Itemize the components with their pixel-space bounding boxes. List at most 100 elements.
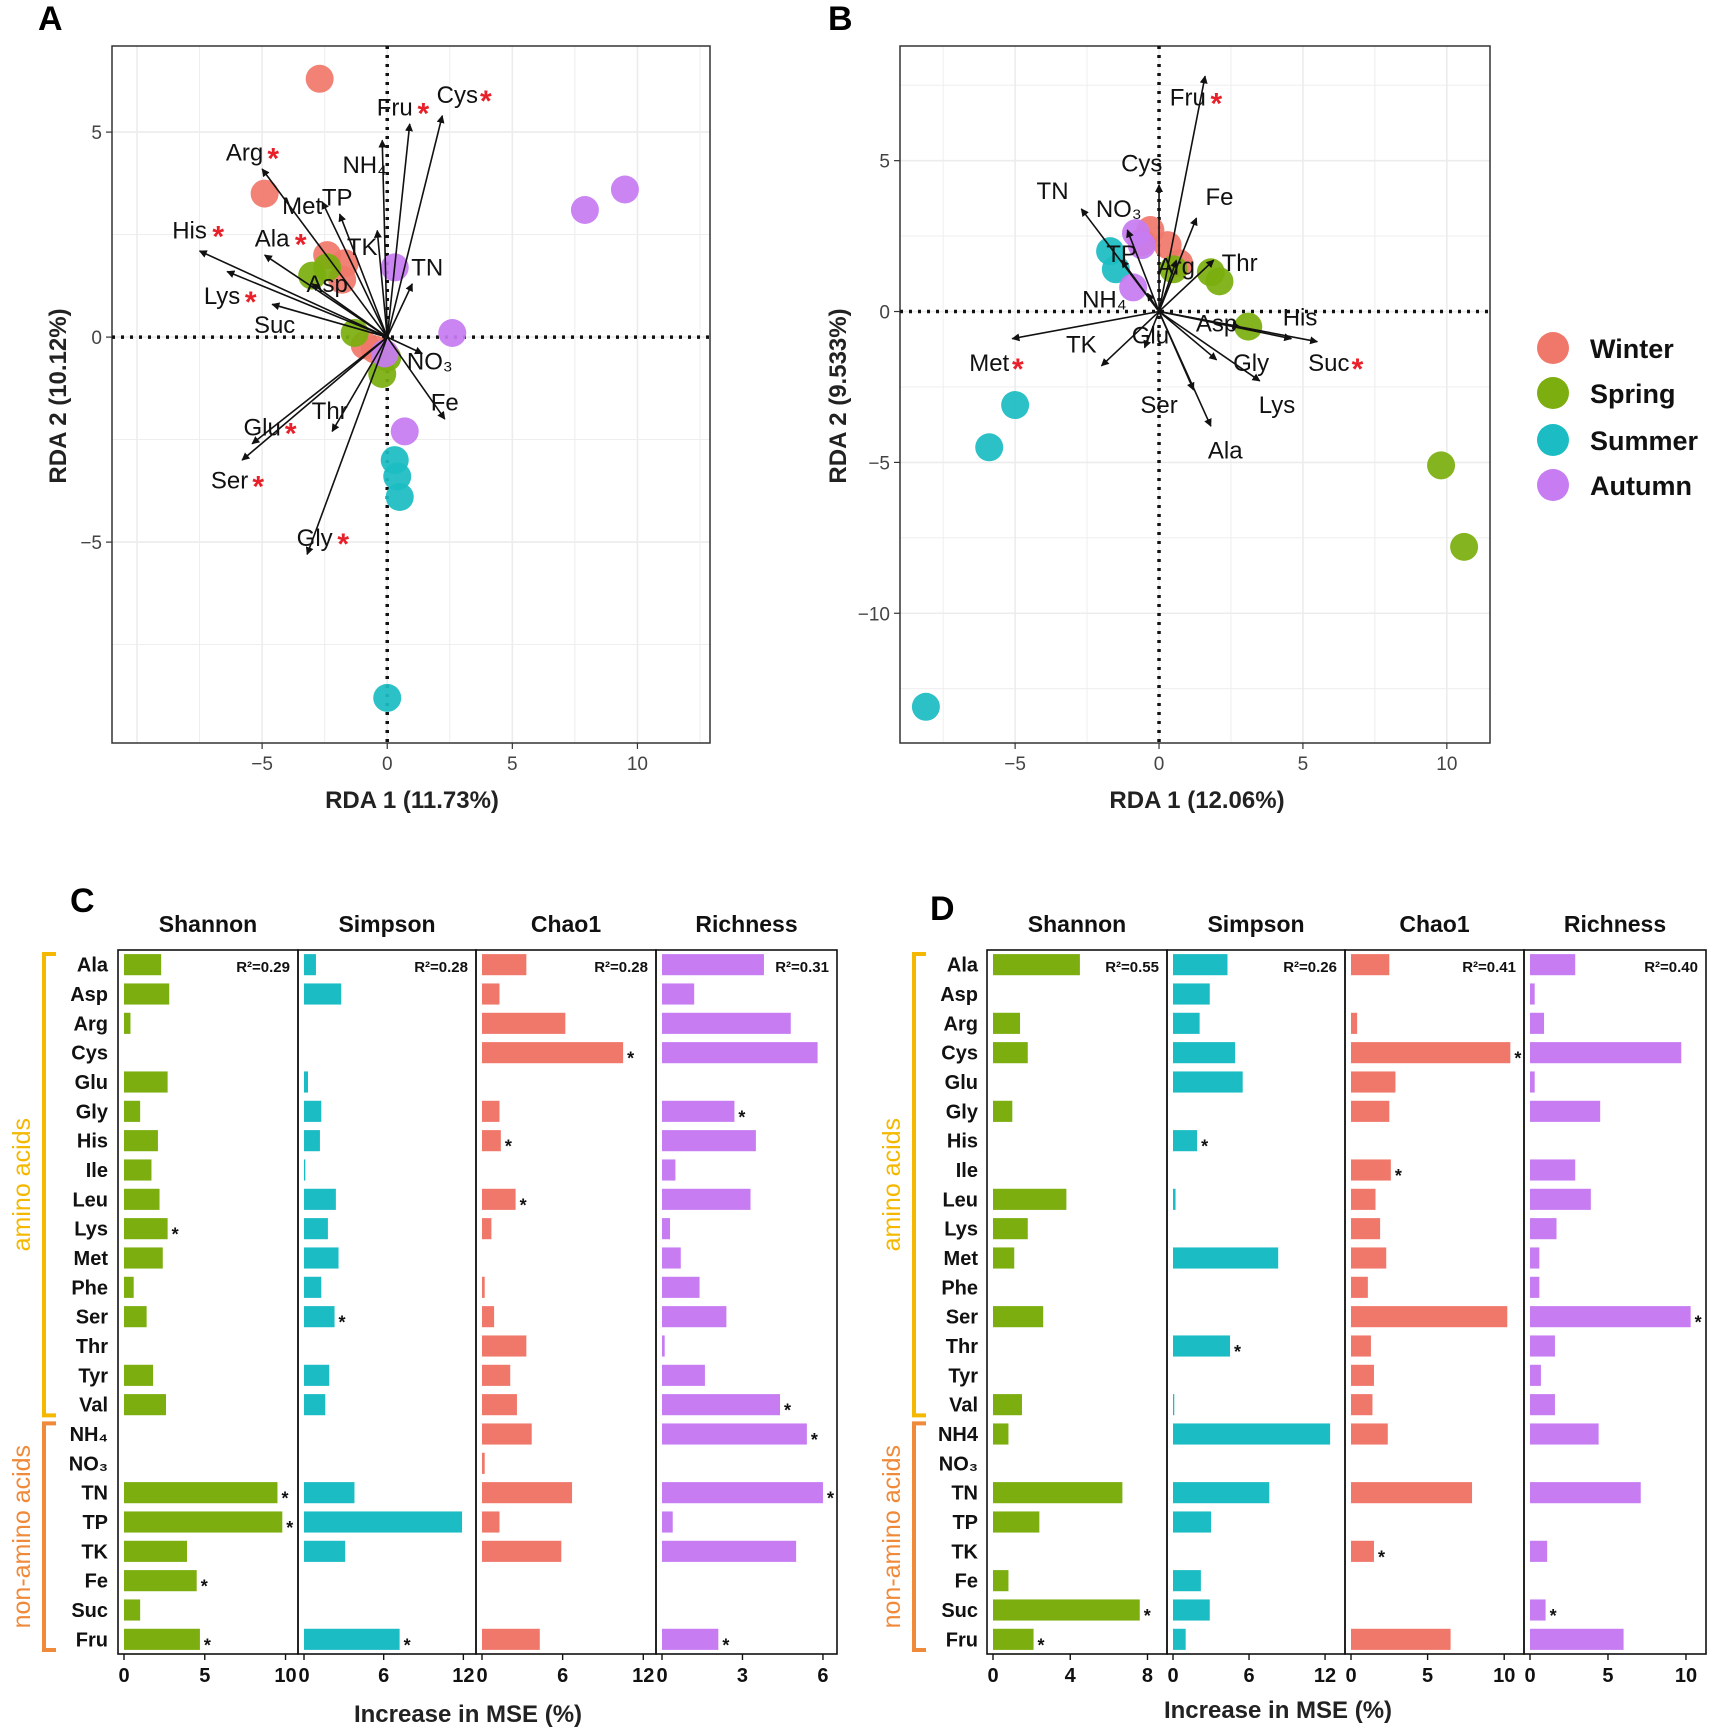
rda-b-point-summer bbox=[911, 692, 940, 721]
bars-d-bar-sig-star: * bbox=[1695, 1313, 1702, 1333]
bars-c-bar-sig-star: * bbox=[827, 1489, 834, 1509]
bars-c-bar-sig-star: * bbox=[627, 1049, 634, 1069]
bars-d-x-tick-label: 8 bbox=[1142, 1665, 1153, 1687]
bars-c-bar-chao1 bbox=[482, 1218, 492, 1240]
rda-a-vector-Ser bbox=[241, 336, 388, 461]
bars-c-bar-shannon bbox=[124, 1511, 283, 1533]
bars-d-bar-simpson bbox=[1173, 1130, 1198, 1152]
bars-c-bar-chao1 bbox=[482, 1306, 495, 1328]
bars-d-bar-chao1 bbox=[1351, 1071, 1396, 1093]
rda-a-vector-TK bbox=[373, 229, 389, 338]
bars-d-bar-shannon bbox=[993, 1482, 1123, 1504]
bars-c-bar-chao1 bbox=[482, 1628, 540, 1650]
panel-label-b: B bbox=[828, 0, 853, 38]
bars-c-row-label: His bbox=[77, 1131, 108, 1153]
bars-c-bar-sig-star: * bbox=[520, 1195, 527, 1215]
bars-c-bar-shannon bbox=[124, 1247, 163, 1269]
bars-d-bar-chao1 bbox=[1351, 954, 1390, 976]
bars-d-facet-title-chao1: Chao1 bbox=[1399, 911, 1470, 937]
bars-d-bar-chao1 bbox=[1351, 1247, 1387, 1269]
rda-b-vector-label-TK: TK bbox=[1066, 332, 1097, 359]
rda-a-vector-Lys bbox=[226, 270, 388, 338]
bars-c-bar-richness bbox=[662, 1394, 781, 1416]
rda-b-vector-label-Met: Met bbox=[969, 350, 1009, 377]
bars-d-bar-sig-star: * bbox=[1395, 1166, 1402, 1186]
bars-c-bar-simpson bbox=[304, 1100, 322, 1122]
bars-c-group-nonamino-label: non-amino acids bbox=[8, 1445, 36, 1628]
rda-b-vector-Glu bbox=[1143, 311, 1160, 349]
bars-c-bar-chao1 bbox=[482, 1364, 511, 1386]
bars-c-bar-shannon bbox=[124, 1188, 160, 1210]
bars-d-bar-simpson bbox=[1173, 1482, 1270, 1504]
bars-c-bar-shannon bbox=[124, 1364, 154, 1386]
bars-c-bar-chao1 bbox=[482, 1394, 517, 1416]
rda-a-vector-label-Fru: Fru bbox=[377, 95, 413, 122]
bars-d-bar-chao1 bbox=[1351, 1042, 1511, 1064]
bars-c-bar-simpson bbox=[304, 1306, 335, 1328]
rda-a-point-autumn bbox=[570, 196, 599, 224]
bars-c-bar-shannon bbox=[124, 1628, 200, 1650]
bars-c-bar-richness bbox=[662, 983, 695, 1005]
bars-c-x-tick-label: 0 bbox=[118, 1665, 129, 1687]
bars-c-bar-sig-star: * bbox=[201, 1577, 208, 1597]
rda-a-vector-NH₄ bbox=[378, 139, 389, 338]
rda-a-y-tick-label: −5 bbox=[80, 533, 102, 554]
rda-b-gridlines bbox=[900, 46, 1490, 743]
bars-d-row-label: TN bbox=[951, 1483, 978, 1505]
bars-d-row-label: Leu bbox=[942, 1189, 978, 1211]
bars-c-bar-shannon bbox=[124, 1306, 147, 1328]
bars-c-bar-richness bbox=[662, 1540, 797, 1562]
rda-a-point-autumn bbox=[390, 417, 419, 446]
rda-b-vector-label-TP: TP bbox=[1106, 241, 1137, 268]
rda-b-point-autumn bbox=[1127, 231, 1156, 260]
bars-d-bar-sig-star: * bbox=[1144, 1606, 1151, 1626]
bars-c-bar-chao1 bbox=[482, 1130, 501, 1152]
bars-d-row-label: Met bbox=[944, 1248, 979, 1270]
bars-d-bar-shannon bbox=[993, 1100, 1013, 1122]
bars-d-bar-richness bbox=[1530, 1218, 1557, 1240]
bars-c-bar-richness bbox=[662, 1218, 671, 1240]
rda-a-vector-label-Ser: Ser bbox=[211, 468, 248, 495]
rda-b-vector-Fru bbox=[1158, 75, 1208, 312]
rda-a-vector-label-Fe: Fe bbox=[431, 390, 459, 417]
rda-b-x-tick-label: 5 bbox=[1298, 754, 1309, 775]
rda-b-vector-Met bbox=[1011, 310, 1160, 342]
bars-c-bar-shannon bbox=[124, 983, 170, 1005]
bars-c-x-tick-label: 6 bbox=[557, 1665, 568, 1687]
bars-d-x-tick-label: 10 bbox=[1493, 1665, 1515, 1687]
bars-d-row-label: Gly bbox=[946, 1101, 979, 1123]
bars-d-row-label: NH4 bbox=[938, 1424, 979, 1446]
bars-d-x-tick-label: 4 bbox=[1065, 1665, 1077, 1687]
bars-c-bar-sig-star: * bbox=[339, 1313, 346, 1333]
bars-c-bar-richness bbox=[662, 1159, 676, 1181]
bars-d-bar-sig-star: * bbox=[1550, 1606, 1557, 1626]
rda-a-vector-label-Met: Met bbox=[282, 193, 322, 220]
panel-label-a: A bbox=[38, 0, 63, 38]
rda-a-vector-sig-star: * bbox=[267, 143, 279, 176]
bars-c-bar-shannon bbox=[124, 1071, 168, 1093]
bars-d-r2-simpson: R²=0.26 bbox=[1283, 959, 1337, 976]
bars-c-bar-simpson bbox=[304, 1482, 355, 1504]
bars-d-bar-chao1 bbox=[1351, 1364, 1374, 1386]
bars-c-x-tick-label: 6 bbox=[378, 1665, 389, 1687]
bars-d-bar-richness bbox=[1530, 1100, 1601, 1122]
bars-d-bar-richness bbox=[1530, 1482, 1641, 1504]
bars-d-bar-simpson bbox=[1173, 1071, 1243, 1093]
bars-d-bar-shannon bbox=[993, 1628, 1034, 1650]
bars-d-bar-chao1 bbox=[1351, 1188, 1376, 1210]
rda-a-vector-sig-star: * bbox=[252, 471, 264, 504]
rda-plot-a: RDA 1 (11.73%) RDA 2 (10.12%) −5 0 5 10 −5 0 5… bbox=[45, 45, 711, 814]
rda-a-point-summer bbox=[385, 483, 414, 511]
bars-c-bar-simpson bbox=[304, 1276, 322, 1298]
bars-d-bar-simpson bbox=[1173, 983, 1210, 1005]
rda-a-x-axis-title: RDA 1 (11.73%) bbox=[325, 787, 499, 814]
bars-c-row-label: Gly bbox=[76, 1101, 109, 1123]
bars-d-bar-richness bbox=[1530, 1364, 1541, 1386]
bars-d-bar-chao1 bbox=[1351, 1482, 1473, 1504]
rda-b-vector-Thr bbox=[1158, 259, 1215, 313]
bars-c-bar-sig-star: * bbox=[784, 1401, 791, 1421]
bars-c-bar-chao1 bbox=[482, 983, 500, 1005]
rda-b-y-tick-label: −10 bbox=[858, 604, 890, 625]
bars-c-bar-sig-star: * bbox=[286, 1518, 293, 1538]
bars-c-bar-sig-star: * bbox=[281, 1489, 288, 1509]
